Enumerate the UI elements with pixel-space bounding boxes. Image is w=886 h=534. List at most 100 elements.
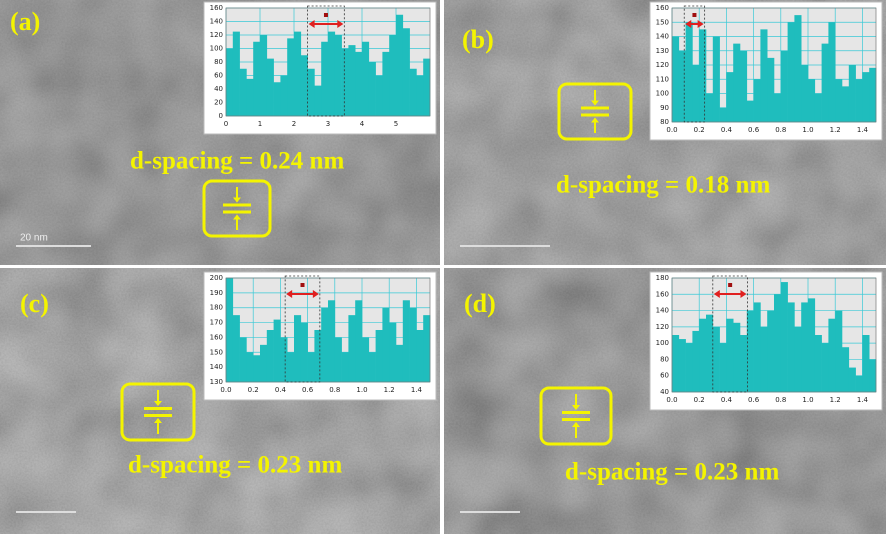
x-tick-label: 0.6	[748, 126, 760, 134]
profile-bar	[774, 294, 782, 392]
y-tick-label: 200	[210, 274, 223, 282]
profile-bar	[706, 93, 714, 122]
x-tick-label: 0.2	[694, 396, 705, 404]
x-tick-label: 0.2	[248, 386, 259, 394]
y-tick-label: 60	[214, 72, 223, 80]
profile-bar	[678, 339, 686, 392]
profile-bar	[382, 51, 390, 116]
profile-bar	[300, 55, 308, 116]
profile-bar	[409, 68, 417, 116]
y-tick-label: 160	[656, 4, 669, 12]
profile-bar	[712, 36, 720, 122]
profile-bar	[402, 28, 410, 116]
y-tick-label: 60	[660, 372, 669, 380]
y-tick-label: 140	[210, 363, 223, 371]
y-tick-label: 160	[210, 4, 223, 12]
profile-bar	[685, 22, 693, 122]
profile-bar	[314, 85, 322, 116]
profile-bar	[273, 82, 281, 116]
lattice-arrowhead	[233, 197, 241, 203]
profile-bar	[287, 38, 295, 116]
profile-bar	[226, 48, 234, 116]
profile-bar	[328, 31, 336, 116]
profile-bar	[239, 337, 247, 382]
profile-bar	[246, 352, 254, 382]
measure-marker	[323, 13, 328, 17]
profile-bar	[801, 302, 809, 392]
profile-bar	[294, 315, 302, 382]
x-tick-label: 1.4	[857, 126, 869, 134]
profile-bar	[719, 343, 727, 392]
profile-bar	[794, 326, 802, 392]
selection-window	[712, 275, 748, 393]
y-tick-label: 100	[656, 339, 669, 347]
x-tick-label: 1.2	[830, 126, 841, 134]
y-tick-label: 90	[660, 104, 669, 112]
y-tick-label: 140	[210, 18, 223, 26]
profile-bar	[389, 35, 397, 116]
profile-bar	[362, 41, 370, 116]
measure-arrowhead	[312, 290, 319, 298]
lattice-arrowhead	[591, 117, 599, 123]
lattice-icon-box	[120, 382, 196, 442]
profile-bar	[869, 67, 877, 122]
x-tick-label: 0.6	[302, 386, 314, 394]
y-tick-label: 100	[656, 90, 669, 98]
measure-arrowhead	[697, 20, 704, 28]
profile-bar	[232, 31, 240, 116]
y-tick-label: 80	[660, 355, 669, 363]
d-spacing-label: d-spacing = 0.23 nm	[565, 459, 779, 486]
x-tick-label: 1.4	[857, 396, 869, 404]
y-tick-label: 180	[656, 274, 669, 282]
profile-bar	[828, 318, 836, 392]
profile-bar	[226, 278, 234, 382]
profile-bar	[355, 51, 363, 116]
profile-bar	[706, 314, 714, 392]
y-tick-label: 150	[210, 348, 223, 356]
x-tick-label: 5	[394, 120, 398, 128]
profile-bar	[733, 322, 741, 392]
profile-bar	[726, 318, 734, 392]
profile-bar	[678, 50, 686, 122]
profile-bar	[712, 326, 720, 392]
profile-bar	[740, 335, 748, 392]
x-tick-label: 1	[258, 120, 262, 128]
y-tick-label: 80	[660, 118, 669, 126]
profile-bar	[862, 335, 870, 392]
profile-bar	[692, 65, 700, 122]
plot-border	[671, 277, 877, 393]
y-tick-label: 130	[210, 378, 223, 386]
measure-arrowhead	[740, 290, 747, 298]
x-tick-label: 1.0	[356, 386, 367, 394]
y-tick-label: 110	[656, 75, 669, 83]
y-tick-label: 0	[219, 112, 223, 120]
profile-bar	[396, 344, 404, 382]
profile-bar	[253, 355, 261, 382]
profile-bar	[396, 14, 404, 116]
profile-bar	[321, 41, 329, 116]
lattice-arrowhead	[154, 418, 162, 423]
x-tick-label: 0.8	[329, 386, 340, 394]
x-tick-label: 4	[360, 120, 365, 128]
x-tick-label: 0.6	[748, 396, 760, 404]
profile-bar	[808, 298, 816, 392]
lattice-arrowhead	[233, 214, 241, 220]
measure-arrowhead	[713, 290, 720, 298]
y-tick-label: 40	[214, 85, 223, 93]
profile-bar	[328, 300, 336, 382]
profile-bar	[794, 15, 802, 122]
x-tick-label: 0.4	[721, 126, 733, 134]
lattice-fringe	[581, 113, 609, 117]
profile-bar	[848, 65, 856, 122]
lattice-fringe	[144, 414, 172, 417]
profile-bar	[753, 302, 761, 392]
y-tick-label: 20	[214, 99, 223, 107]
x-tick-label: 1.0	[802, 126, 813, 134]
profile-bar	[814, 93, 822, 122]
profile-bar	[848, 367, 856, 392]
profile-bar	[246, 78, 254, 116]
lattice-arrowhead	[572, 405, 580, 410]
profile-bar	[672, 36, 680, 122]
profile-bar	[375, 330, 383, 382]
